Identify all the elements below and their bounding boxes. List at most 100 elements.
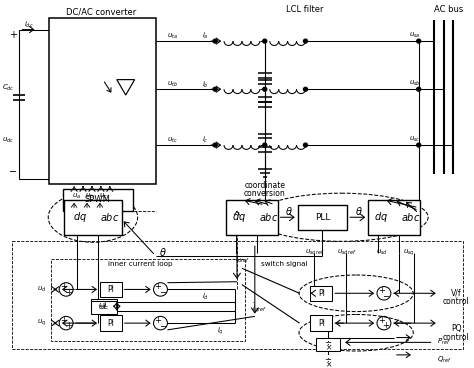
Text: V/f: V/f: [451, 289, 462, 298]
Text: $i_a$: $i_a$: [202, 31, 209, 42]
Text: +: +: [154, 316, 161, 325]
Text: $C_{dc}$: $C_{dc}$: [2, 83, 15, 93]
Text: PI: PI: [108, 319, 114, 328]
Circle shape: [303, 87, 308, 91]
Bar: [11, 241, 464, 349]
Text: $u_{sq}$: $u_{sq}$: [403, 248, 415, 258]
Text: $\omega L$: $\omega L$: [98, 300, 109, 309]
Text: $abc$: $abc$: [100, 211, 119, 223]
Text: +: +: [383, 321, 390, 330]
Text: $u_{sb}$: $u_{sb}$: [409, 79, 420, 88]
Circle shape: [303, 39, 308, 43]
Text: +: +: [65, 288, 72, 297]
Text: PLL: PLL: [315, 213, 330, 222]
Bar: [368, 200, 419, 234]
Text: $i_b$: $i_b$: [202, 79, 209, 89]
Text: $\times$: $\times$: [325, 360, 332, 368]
Bar: [63, 190, 133, 210]
Text: $abc$: $abc$: [259, 211, 278, 223]
Text: −: −: [159, 321, 166, 330]
Text: $i_c$: $i_c$: [202, 135, 209, 145]
Circle shape: [213, 39, 217, 43]
Text: $dq$: $dq$: [232, 210, 246, 224]
Text: PI: PI: [108, 285, 114, 294]
Text: $\theta$: $\theta$: [159, 246, 166, 258]
Text: $u_{dc}$: $u_{dc}$: [2, 136, 15, 145]
Text: −: −: [159, 288, 166, 297]
Text: coordinate: coordinate: [244, 181, 285, 190]
Text: +: +: [60, 316, 67, 325]
Text: $i_d$: $i_d$: [201, 292, 209, 302]
Text: $u_c$: $u_c$: [100, 191, 109, 201]
Text: $u_{tb}$: $u_{tb}$: [167, 80, 178, 89]
Text: $Q_{ref}$: $Q_{ref}$: [437, 355, 451, 365]
Text: switch signal: switch signal: [261, 261, 308, 268]
Text: $\times$: $\times$: [325, 343, 332, 352]
Text: $dq$: $dq$: [73, 210, 87, 224]
Bar: [49, 18, 155, 184]
Bar: [91, 301, 117, 314]
Text: DC/AC converter: DC/AC converter: [66, 8, 136, 17]
Text: $\div$: $\div$: [324, 338, 332, 347]
Text: +: +: [378, 286, 384, 295]
Circle shape: [417, 87, 421, 91]
Text: $\dot{i}_{dref}$: $\dot{i}_{dref}$: [235, 252, 249, 265]
Text: $u_{ta}$: $u_{ta}$: [167, 32, 178, 41]
Text: −: −: [382, 291, 390, 301]
Polygon shape: [117, 79, 135, 95]
Bar: [64, 200, 122, 234]
Text: $\theta$: $\theta$: [355, 205, 363, 216]
Text: $u_{sd}$: $u_{sd}$: [376, 248, 388, 258]
Text: $u_q$: $u_q$: [36, 318, 46, 328]
Text: $u_{sc}$: $u_{sc}$: [409, 135, 420, 144]
Circle shape: [417, 143, 421, 147]
Bar: [317, 355, 340, 368]
Circle shape: [263, 87, 267, 91]
Circle shape: [263, 39, 267, 43]
Text: +: +: [60, 282, 67, 291]
Text: conversion: conversion: [244, 189, 286, 198]
Bar: [91, 299, 117, 312]
Circle shape: [263, 143, 267, 147]
Text: +: +: [65, 321, 72, 330]
Bar: [100, 282, 122, 297]
Text: control: control: [443, 297, 470, 307]
Bar: [100, 315, 122, 331]
Text: $u_{sqref}$: $u_{sqref}$: [305, 248, 324, 258]
Circle shape: [213, 87, 217, 91]
Text: $u_{sa}$: $u_{sa}$: [409, 31, 420, 40]
Text: +: +: [378, 316, 384, 325]
Text: $u_{sdref}$: $u_{sdref}$: [337, 248, 357, 258]
Text: $\dot{i}_{qref}$: $\dot{i}_{qref}$: [252, 301, 266, 316]
Text: $i_{dc}$: $i_{dc}$: [24, 20, 33, 30]
Text: SPWM: SPWM: [85, 195, 111, 205]
Text: $i_q$: $i_q$: [217, 325, 224, 337]
Text: +: +: [9, 30, 18, 40]
Text: $P_{ref}$: $P_{ref}$: [437, 337, 450, 347]
Text: AC bus: AC bus: [434, 5, 463, 14]
Bar: [310, 315, 332, 331]
Bar: [317, 337, 340, 351]
Text: $\theta$: $\theta$: [285, 205, 292, 216]
Text: −: −: [9, 167, 18, 177]
Bar: [51, 259, 245, 342]
Text: $dq$: $dq$: [374, 210, 388, 224]
Bar: [298, 205, 347, 230]
Text: $u_d$: $u_d$: [36, 285, 46, 294]
Text: control: control: [443, 333, 470, 342]
Text: PQ: PQ: [451, 325, 462, 333]
Circle shape: [303, 143, 308, 147]
Bar: [226, 200, 278, 234]
Text: PI: PI: [318, 289, 325, 298]
Text: LCL filter: LCL filter: [286, 5, 323, 14]
Text: $abc$: $abc$: [401, 211, 420, 223]
Text: $u_b$: $u_b$: [85, 191, 95, 201]
Text: $u_{tc}$: $u_{tc}$: [167, 136, 178, 145]
Text: PI: PI: [318, 319, 325, 328]
Circle shape: [213, 143, 217, 147]
Text: $\omega L$: $\omega L$: [98, 302, 109, 311]
Bar: [310, 286, 332, 301]
Text: +: +: [154, 282, 161, 291]
Circle shape: [417, 39, 421, 43]
Text: $u_a$: $u_a$: [72, 191, 81, 201]
